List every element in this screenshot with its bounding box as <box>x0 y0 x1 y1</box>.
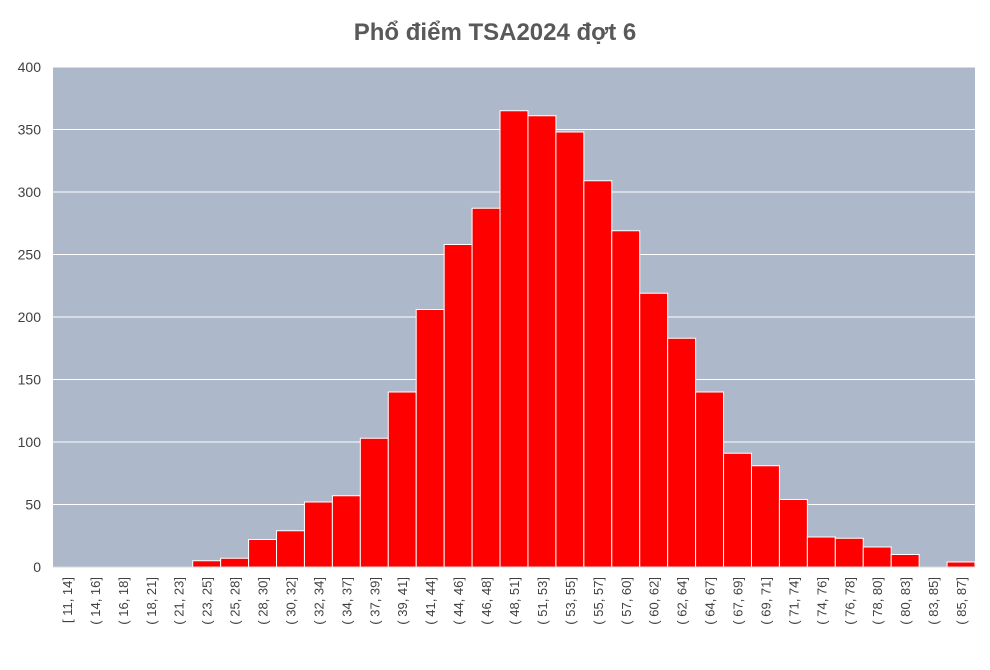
x-tick-label: ( 62, 64] <box>675 577 690 625</box>
x-tick-label: ( 18, 21] <box>144 577 159 625</box>
histogram-bar <box>499 110 529 568</box>
y-tick-label: 300 <box>18 184 42 200</box>
x-tick-label: ( 57, 60] <box>619 577 634 625</box>
histogram-bar <box>750 465 780 568</box>
x-tick-label: ( 16, 18] <box>116 577 131 625</box>
x-tick-label: ( 30, 32] <box>283 577 298 625</box>
histogram-bar <box>806 536 836 568</box>
x-tick-label: ( 32, 34] <box>311 577 326 625</box>
histogram-bar <box>695 391 725 568</box>
histogram-bar <box>890 554 920 568</box>
histogram-bar <box>778 499 808 568</box>
x-tick-label: ( 83, 85] <box>926 577 941 625</box>
x-tick-label: ( 53, 55] <box>563 577 578 625</box>
y-axis-ticks: 0 50 100 150 200 250 300 350 400 <box>18 59 42 575</box>
histogram-bar <box>471 207 501 568</box>
x-tick-label: ( 64, 67] <box>703 577 718 625</box>
x-tick-label: ( 67, 69] <box>731 577 746 625</box>
histogram-bar <box>443 244 473 568</box>
histogram-bar <box>555 131 585 568</box>
bars <box>192 110 976 568</box>
x-tick-label: ( 23, 25] <box>200 577 215 625</box>
y-tick-label: 0 <box>33 559 41 575</box>
y-tick-label: 50 <box>25 497 41 513</box>
histogram-bar <box>946 561 976 568</box>
x-tick-label: ( 46, 48] <box>479 577 494 625</box>
x-tick-label: ( 48, 51] <box>507 577 522 625</box>
histogram-bar <box>862 546 892 568</box>
histogram-bar <box>639 292 669 568</box>
histogram-bar <box>248 539 278 568</box>
x-tick-label: ( 21, 23] <box>172 577 187 625</box>
histogram-bar <box>387 391 417 568</box>
x-tick-label: ( 80, 83] <box>898 577 913 625</box>
x-tick-label: ( 37, 39] <box>367 577 382 625</box>
x-axis-ticks: [ 11, 14] ( 14, 16] ( 16, 18] ( 18, 21] ( 21… <box>60 577 969 625</box>
x-tick-label: ( 85, 87] <box>954 577 969 625</box>
histogram-bar <box>192 560 222 568</box>
x-tick-label: [ 11, 14] <box>60 577 75 623</box>
y-tick-label: 350 <box>18 122 42 138</box>
x-tick-label: ( 71, 74] <box>786 577 801 625</box>
x-tick-label: ( 51, 53] <box>535 577 550 625</box>
histogram-bar <box>276 530 305 568</box>
histogram-bar <box>583 180 613 568</box>
x-tick-label: ( 78, 80] <box>870 577 885 625</box>
x-tick-label: ( 74, 76] <box>814 577 829 625</box>
y-tick-label: 100 <box>18 434 42 450</box>
y-tick-label: 400 <box>18 59 42 75</box>
histogram-bar <box>220 557 250 568</box>
y-tick-label: 200 <box>18 309 42 325</box>
histogram-bar <box>415 309 445 568</box>
x-tick-label: ( 44, 46] <box>451 577 466 625</box>
histogram-bar <box>834 537 864 568</box>
chart-title: Phổ điểm TSA2024 đợt 6 <box>354 19 636 46</box>
x-tick-label: ( 41, 44] <box>423 577 438 625</box>
histogram-bar <box>303 501 333 568</box>
histogram-bar <box>723 452 752 568</box>
y-tick-label: 250 <box>18 247 42 263</box>
x-tick-label: ( 34, 37] <box>339 577 354 625</box>
histogram-bar <box>331 495 361 568</box>
x-tick-label: ( 39, 41] <box>395 577 410 625</box>
x-tick-label: ( 55, 57] <box>591 577 606 625</box>
histogram-bar <box>667 337 697 568</box>
x-tick-label: ( 60, 62] <box>647 577 662 625</box>
x-tick-label: ( 25, 28] <box>228 577 243 625</box>
x-tick-label: ( 14, 16] <box>88 577 103 625</box>
y-tick-label: 150 <box>18 372 42 388</box>
x-tick-label: ( 28, 30] <box>256 577 271 625</box>
histogram-bar <box>359 437 389 568</box>
histogram-bar <box>611 230 641 568</box>
histogram-bar <box>527 115 557 568</box>
x-tick-label: ( 69, 71] <box>758 577 773 625</box>
x-tick-label: ( 76, 78] <box>842 577 857 625</box>
